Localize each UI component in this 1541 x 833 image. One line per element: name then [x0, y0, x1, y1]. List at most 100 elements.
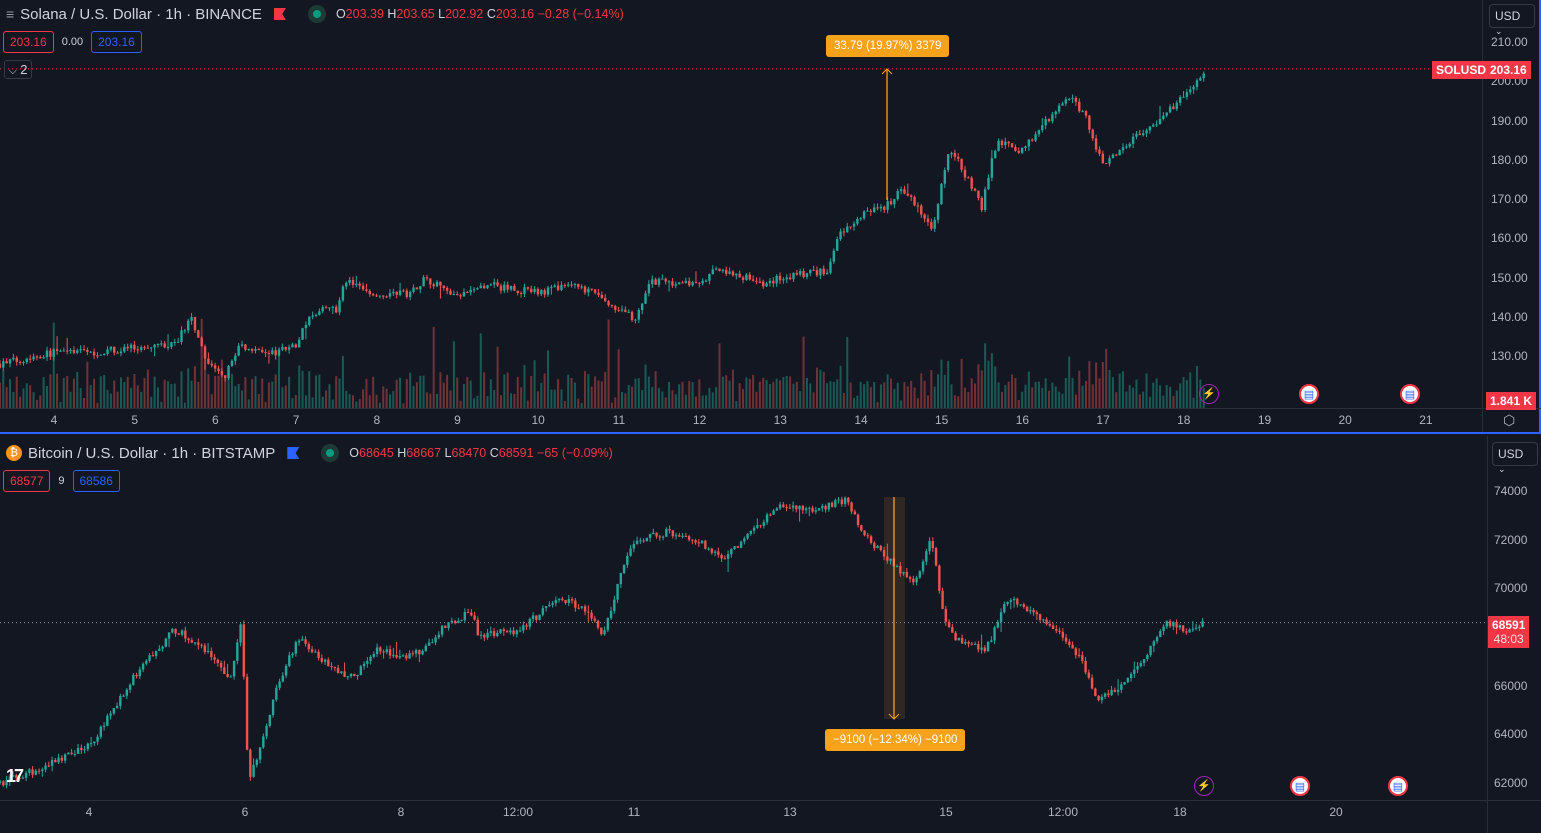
candle-body: [109, 346, 113, 350]
settings-icon[interactable]: ⬡: [1503, 412, 1516, 428]
candle-body: [661, 278, 664, 280]
tradingview-logo[interactable]: 17: [6, 766, 24, 786]
candle-body: [31, 769, 34, 775]
time-tick: 20: [1329, 805, 1343, 819]
candle-body: [1191, 628, 1195, 630]
candle-body: [466, 611, 470, 613]
candle-body: [1058, 630, 1061, 632]
candle-body: [1138, 133, 1142, 136]
menu-icon[interactable]: ≡: [6, 6, 15, 22]
volume-bar: [170, 384, 173, 408]
us-flag-event-icon[interactable]: ▤: [1388, 776, 1408, 796]
candle-body: [782, 504, 785, 508]
candle-body: [1162, 115, 1165, 120]
volume-bar: [718, 343, 721, 408]
flag-icon[interactable]: [287, 447, 300, 459]
candle-body: [1142, 659, 1146, 664]
volume-bar: [180, 371, 183, 408]
sell-price[interactable]: 68577: [3, 470, 51, 492]
time-tick: 11: [627, 805, 641, 819]
bitcoin-candles[interactable]: [0, 436, 1487, 800]
candle-body: [736, 546, 740, 548]
collapse-indicators-button[interactable]: ⌵ 2: [4, 60, 33, 79]
solana-candles[interactable]: [0, 0, 1482, 408]
candle-body: [470, 612, 473, 616]
candle-body: [609, 610, 613, 619]
candle-body: [72, 350, 76, 353]
time-tick: 13: [783, 805, 797, 819]
candle-body: [741, 277, 745, 280]
candle-body: [688, 280, 691, 286]
volume-bar: [516, 376, 519, 408]
candle-body: [1158, 119, 1162, 125]
candle-body: [710, 548, 714, 553]
candle-body: [442, 285, 445, 288]
candle-body: [1139, 663, 1143, 667]
volume-bar: [156, 387, 159, 408]
candle-body: [1128, 143, 1131, 147]
candle-body: [405, 290, 408, 298]
symbol-title[interactable]: Bitcoin / U.S. Dollar · 1h · BITSTAMP: [28, 444, 276, 462]
us-flag-event-icon[interactable]: ▤: [1299, 384, 1319, 404]
candle-body: [772, 510, 775, 515]
volume-bar: [536, 391, 539, 408]
candle-body: [496, 282, 499, 286]
candle-body: [515, 630, 519, 635]
candle-body: [869, 210, 873, 212]
volume-bar: [1037, 381, 1040, 408]
candle-body: [930, 222, 933, 229]
lightning-event-icon[interactable]: ⚡: [1194, 776, 1214, 796]
buy-price[interactable]: 68586: [72, 470, 120, 492]
candle-body: [990, 158, 994, 178]
volume-bar: [72, 378, 75, 408]
volume-bar: [190, 380, 193, 408]
candle-body: [119, 351, 123, 354]
flag-icon[interactable]: [273, 8, 286, 20]
volume-bar: [489, 379, 492, 408]
us-flag-event-icon[interactable]: ▤: [1400, 384, 1420, 404]
volume-bar: [177, 396, 180, 408]
candle-body: [109, 713, 112, 716]
candle-body: [983, 647, 987, 652]
candle-body: [328, 307, 331, 309]
sell-price[interactable]: 203.16: [3, 31, 54, 53]
candle-body: [832, 250, 836, 262]
time-tick: 17: [1096, 413, 1110, 427]
candle-body: [320, 658, 324, 662]
volume-bar: [1105, 348, 1108, 408]
candle-body: [687, 536, 691, 540]
bitcoin-chart-pane[interactable]: ₿ Bitcoin / U.S. Dollar · 1h · BITSTAMP …: [0, 436, 1541, 833]
candle-body: [903, 189, 906, 194]
volume-bar: [106, 389, 109, 408]
lightning-event-icon[interactable]: ⚡: [1199, 384, 1219, 404]
candle-body: [1199, 78, 1202, 81]
volume-bar: [12, 392, 15, 408]
candle-body: [444, 625, 447, 628]
candle-body: [645, 537, 649, 542]
volume-bar: [328, 384, 331, 408]
candle-body: [785, 507, 788, 509]
candle-body: [297, 640, 301, 643]
volume-bar: [230, 373, 233, 408]
currency-select[interactable]: USD ⌄: [1489, 4, 1535, 36]
symbol-title[interactable]: Solana / U.S. Dollar · 1h · BINANCE: [20, 5, 262, 23]
volume-bar: [385, 388, 388, 408]
candle-body: [1188, 629, 1191, 633]
volume-bar: [197, 381, 200, 408]
candle-body: [219, 662, 223, 668]
candle-body: [183, 330, 187, 332]
price-tick: 170.00: [1491, 192, 1528, 206]
currency-select[interactable]: USD ⌄: [1492, 442, 1538, 474]
candle-body: [918, 571, 922, 578]
us-flag-event-icon[interactable]: ▤: [1290, 776, 1310, 796]
volume-bar: [331, 399, 334, 408]
candle-body: [913, 197, 916, 206]
candle-body: [872, 207, 876, 212]
volume-bar: [1155, 378, 1158, 408]
solana-chart-pane[interactable]: ≡ Solana / U.S. Dollar · 1h · BINANCE O2…: [0, 0, 1541, 434]
volume-bar: [947, 360, 950, 408]
candle-body: [213, 365, 217, 369]
buy-price[interactable]: 203.16: [91, 31, 142, 53]
volume-bar: [738, 383, 741, 408]
candle-body: [944, 608, 948, 622]
